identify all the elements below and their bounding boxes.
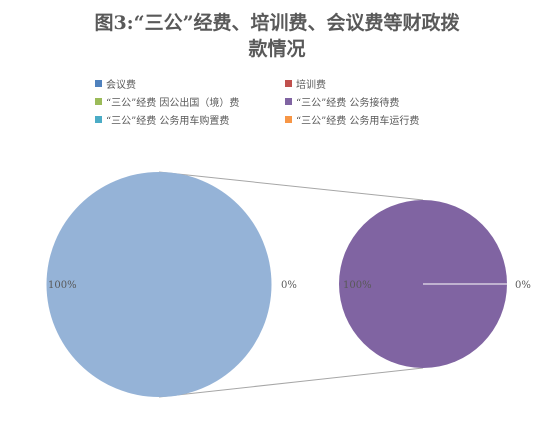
connector-line-top <box>158 171 424 201</box>
primary-pie-slice <box>46 172 272 397</box>
legend-swatch <box>285 97 292 105</box>
legend-label: “三公”经费 公务用车运行费 <box>296 115 420 127</box>
legend-label: “三公”经费 公务用车购置费 <box>106 115 230 127</box>
chart-title-line1: 图3:“三公”经费、培训费、会议费等财政拨 <box>94 12 460 34</box>
legend-label: 会议费 <box>106 79 136 91</box>
chart-title: 图3:“三公”经费、培训费、会议费等财政拨 款情况 <box>0 10 554 62</box>
legend-swatch <box>95 97 102 105</box>
legend-label: “三公”经费 公务接待费 <box>296 97 400 109</box>
legend-swatch <box>95 79 102 87</box>
chart-title-line2: 款情况 <box>248 38 306 60</box>
secondary-pie-label-0: 0% <box>515 280 531 291</box>
primary-pie-label-100: 100% <box>48 280 77 291</box>
primary-pie-label-0: 0% <box>281 280 297 291</box>
legend-item-vehicle-operation: “三公”经费 公务用车运行费 <box>285 111 419 127</box>
legend-item-reception: “三公”经费 公务接待费 <box>285 93 399 109</box>
legend-label: 培训费 <box>296 79 326 91</box>
legend-swatch <box>95 115 102 123</box>
legend-item-training: 培训费 <box>285 75 326 91</box>
legend-item-vehicle-purchase: “三公”经费 公务用车购置费 <box>95 111 229 127</box>
legend-swatch <box>285 115 292 123</box>
connector-line-bottom <box>158 367 424 398</box>
legend-item-meeting: 会议费 <box>95 75 136 91</box>
legend-item-overseas: “三公”经费 因公出国（境）费 <box>95 93 239 109</box>
secondary-pie-label-100: 100% <box>343 280 372 291</box>
legend-label: “三公”经费 因公出国（境）费 <box>106 97 240 109</box>
legend-swatch <box>285 79 292 87</box>
